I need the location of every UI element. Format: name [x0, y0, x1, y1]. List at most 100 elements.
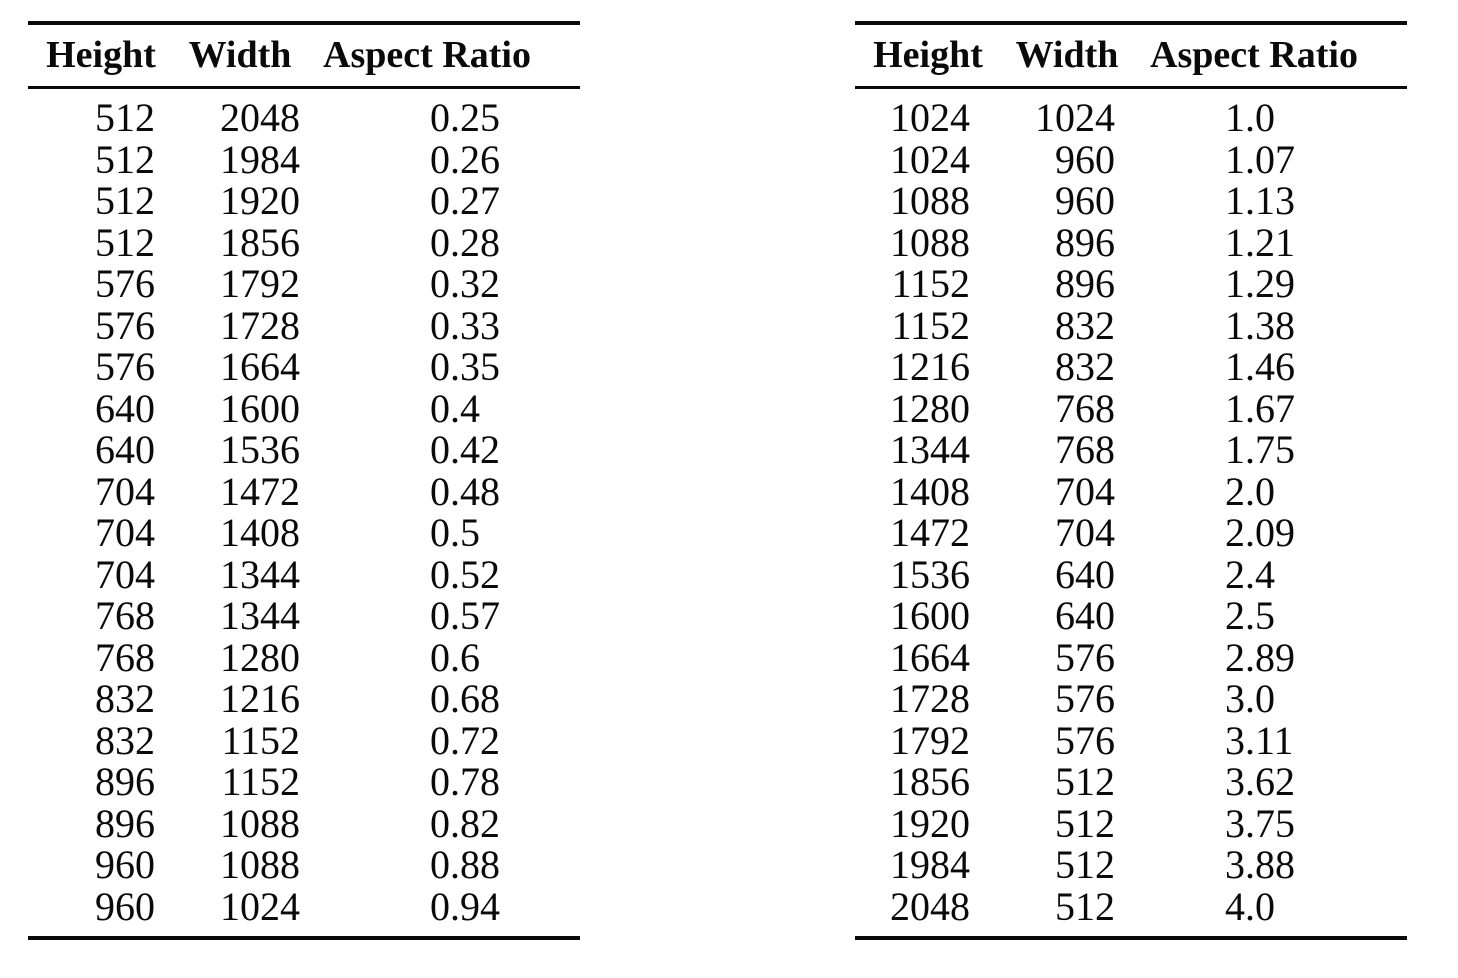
cell-width: 896	[1055, 261, 1115, 306]
cell-aspect-ratio: 0.52	[430, 551, 500, 597]
column-header-width: Width	[1015, 34, 1119, 76]
cell-aspect-ratio: 0.6	[430, 634, 480, 680]
table-header-row: Height Width Aspect Ratio	[855, 25, 1407, 86]
table-mid-rule	[28, 85, 580, 89]
cell-height: 640	[95, 385, 155, 431]
table-row: 768 1344 0.57	[28, 595, 580, 637]
cell-width: 512	[1055, 800, 1115, 846]
cell-height: 1024	[890, 136, 970, 182]
cell-width: 1152	[221, 717, 300, 763]
cell-width: 512	[1055, 883, 1115, 929]
cell-width: 960	[1055, 136, 1115, 182]
cell-height: 1408	[890, 468, 970, 514]
table-row: 832 1152 0.72	[28, 717, 580, 763]
table-row: 1984 512 3.88	[855, 844, 1407, 886]
column-header-aspect-ratio: Aspect Ratio	[323, 34, 531, 76]
cell-aspect-ratio: 4.0	[1225, 883, 1275, 929]
cell-height: 512	[95, 136, 155, 182]
cell-aspect-ratio: 0.48	[430, 468, 500, 514]
cell-aspect-ratio: 1.75	[1225, 427, 1295, 472]
cell-aspect-ratio: 0.32	[430, 261, 500, 306]
cell-height: 1280	[890, 385, 970, 431]
table-row: 832 1216 0.68	[28, 678, 580, 720]
cell-width: 1024	[1035, 95, 1115, 140]
cell-aspect-ratio: 0.28	[430, 219, 500, 265]
cell-aspect-ratio: 1.13	[1225, 178, 1295, 223]
cell-height: 768	[95, 634, 155, 680]
cell-width: 1088	[220, 842, 300, 887]
cell-aspect-ratio: 0.42	[430, 427, 500, 472]
cell-height: 1536	[890, 551, 970, 597]
cell-height: 960	[95, 842, 155, 887]
cell-width: 704	[1055, 468, 1115, 514]
cell-height: 576	[95, 302, 155, 348]
table-row: 1600 640 2.5	[855, 595, 1407, 637]
table-row: 1408 704 2.0	[855, 468, 1407, 514]
cell-height: 704	[95, 510, 155, 555]
cell-height: 896	[95, 759, 155, 804]
column-header-height: Height	[873, 34, 983, 76]
cell-height: 2048	[890, 883, 970, 929]
cell-width: 704	[1055, 510, 1115, 555]
cell-height: 512	[95, 178, 155, 223]
cell-aspect-ratio: 0.57	[430, 593, 500, 638]
cell-width: 1088	[220, 800, 300, 846]
table-row: 576 1664 0.35	[28, 346, 580, 388]
cell-height: 576	[95, 344, 155, 389]
cell-height: 960	[95, 883, 155, 929]
cell-height: 512	[95, 219, 155, 265]
cell-aspect-ratio: 0.33	[430, 302, 500, 348]
cell-aspect-ratio: 0.72	[430, 717, 500, 763]
table-row: 512 1920 0.27	[28, 180, 580, 222]
cell-width: 1472	[220, 468, 300, 514]
cell-width: 1792	[220, 261, 300, 306]
cell-height: 1152	[891, 302, 970, 348]
cell-aspect-ratio: 0.78	[430, 759, 500, 804]
table-row: 1472 704 2.09	[855, 512, 1407, 554]
table-row: 640 1536 0.42	[28, 429, 580, 471]
cell-height: 512	[95, 95, 155, 140]
cell-width: 1152	[221, 759, 300, 804]
table-bottom-rule	[28, 936, 580, 940]
table-row: 1728 576 3.0	[855, 678, 1407, 720]
cell-width: 1600	[220, 385, 300, 431]
cell-aspect-ratio: 1.29	[1225, 261, 1295, 306]
cell-aspect-ratio: 3.88	[1225, 842, 1295, 887]
cell-width: 1344	[220, 551, 300, 597]
cell-width: 576	[1055, 717, 1115, 763]
cell-height: 704	[95, 468, 155, 514]
table-row: 1536 640 2.4	[855, 551, 1407, 597]
cell-height: 1344	[890, 427, 970, 472]
cell-aspect-ratio: 0.82	[430, 800, 500, 846]
cell-width: 1344	[220, 593, 300, 638]
cell-aspect-ratio: 3.11	[1225, 717, 1294, 763]
cell-width: 1856	[220, 219, 300, 265]
cell-aspect-ratio: 2.4	[1225, 551, 1275, 597]
table-row: 704 1344 0.52	[28, 551, 580, 597]
table-top-rule	[28, 21, 580, 25]
cell-height: 832	[95, 676, 155, 721]
cell-height: 1024	[890, 95, 970, 140]
cell-aspect-ratio: 1.0	[1225, 95, 1275, 140]
cell-aspect-ratio: 0.26	[430, 136, 500, 182]
cell-aspect-ratio: 0.35	[430, 344, 500, 389]
cell-width: 832	[1055, 302, 1115, 348]
cell-aspect-ratio: 3.75	[1225, 800, 1295, 846]
table-row: 512 1984 0.26	[28, 136, 580, 182]
cell-aspect-ratio: 2.5	[1225, 593, 1275, 638]
cell-aspect-ratio: 1.38	[1225, 302, 1295, 348]
cell-height: 704	[95, 551, 155, 597]
table-row: 896 1152 0.78	[28, 761, 580, 803]
resolution-table-right: Height Width Aspect Ratio 1024 1024 1.0 …	[855, 21, 1407, 940]
cell-height: 640	[95, 427, 155, 472]
table-body: 512 2048 0.25 512 1984 0.26 512 1920 0.2…	[28, 89, 580, 936]
table-body: 1024 1024 1.0 1024 960 1.07 1088 960 1.1…	[855, 89, 1407, 936]
table-row: 1088 960 1.13	[855, 180, 1407, 222]
cell-width: 768	[1055, 385, 1115, 431]
cell-aspect-ratio: 3.62	[1225, 759, 1295, 804]
cell-width: 832	[1055, 344, 1115, 389]
cell-height: 896	[95, 800, 155, 846]
cell-aspect-ratio: 2.0	[1225, 468, 1275, 514]
resolution-table-left: Height Width Aspect Ratio 512 2048 0.25 …	[28, 21, 580, 940]
cell-height: 576	[95, 261, 155, 306]
